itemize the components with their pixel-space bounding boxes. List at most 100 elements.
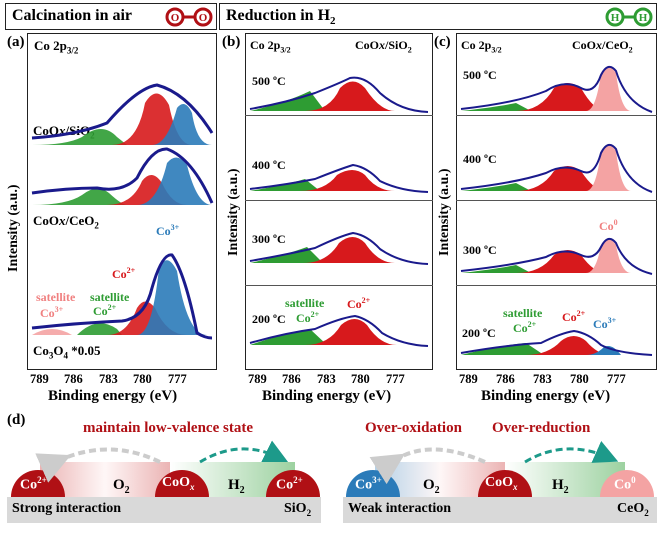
panel-b-temp-200: 200 ºC	[252, 312, 286, 326]
o-atom-2: O	[199, 12, 208, 24]
panel-c-temp-300: 300 ºC	[463, 243, 497, 257]
panel-b-ylabel: Intensity (a.u.)	[226, 168, 241, 256]
tick-b-789: 789	[248, 372, 267, 386]
left-gas-h2: H2	[228, 477, 245, 496]
panel-a-xlabel: Binding energy (eV)	[48, 388, 178, 404]
panel-a-co2-red: Co2+	[112, 266, 136, 281]
tick-a-777: 777	[168, 372, 187, 386]
tick-b-783: 783	[317, 372, 336, 386]
tick-a-783: 783	[99, 372, 118, 386]
tick-b-780: 780	[351, 372, 370, 386]
right-bar-text: Weak interaction	[348, 501, 452, 516]
header-h2: Reduction in H2 H H	[219, 3, 657, 30]
panel-c-temp-500: 500 ºC	[463, 68, 497, 82]
left-node-coox-text: CoOx	[162, 475, 195, 492]
spectrum-b300	[249, 231, 429, 265]
right-gas-h2: H2	[552, 477, 569, 496]
panel-a-satellite-green: satellite	[90, 290, 130, 304]
right-node-co3-text: Co3+	[355, 475, 382, 493]
right-title-reduction: Over-reduction	[492, 420, 591, 436]
right-gas-o2: O2	[423, 477, 440, 496]
panel-d-diagram	[7, 440, 657, 523]
panel-b-co2-red: Co2+	[347, 296, 371, 311]
tick-a-789: 789	[30, 372, 49, 386]
panel-c-divider-3	[456, 285, 657, 286]
panel-c-ylabel: Intensity (a.u.)	[437, 168, 452, 256]
left-bar-text: Strong interaction	[12, 501, 122, 516]
panel-b-satellite: satellite	[285, 296, 325, 310]
panel-b-sample: CoOx/SiO2	[355, 38, 412, 55]
tick-c-783: 783	[533, 372, 552, 386]
h-atom-2: H	[639, 12, 648, 24]
tick-b-777: 777	[386, 372, 405, 386]
panel-c-spectra	[460, 65, 653, 356]
panel-a-co3-pink: Co3+	[40, 305, 64, 320]
panel-b-temp-500: 500 ºC	[252, 74, 286, 88]
panel-a-co3-blue: Co3+	[156, 223, 180, 238]
panel-c-divider-1	[456, 115, 657, 116]
panel-c-xlabel: Binding energy (eV)	[481, 388, 611, 404]
panel-b-temp-400: 400 ºC	[252, 158, 286, 172]
spectrum-a1	[31, 83, 214, 145]
left-node-coox	[155, 470, 209, 497]
panel-b-divider-3	[245, 285, 433, 286]
panel-c-core: Co 2p3/2	[461, 38, 502, 55]
panel-b-spectra	[249, 76, 429, 347]
panel-c-sample: CoOx/CeO2	[572, 38, 633, 55]
header-h2-title: Reduction in H	[226, 7, 331, 24]
panel-c-temp-200: 200 ºC	[462, 326, 496, 340]
panel-b-core: Co 2p3/2	[250, 38, 291, 55]
spectrum-c400	[460, 143, 653, 193]
right-support-bar	[343, 497, 657, 523]
h-atom-1: H	[611, 12, 620, 24]
left-node-co2-a-text: Co2+	[20, 475, 47, 493]
right-support-text: CeO2	[617, 501, 649, 518]
panel-a-sample3: Co3O4 *0.05	[33, 343, 101, 361]
panel-b-divider-1	[245, 115, 433, 116]
left-gas-o2: O2	[113, 477, 130, 496]
panel-c-divider-2	[456, 200, 657, 201]
right-title-oxidation: Over-oxidation	[365, 420, 462, 436]
panel-b-divider-2	[245, 200, 433, 201]
panel-a-label: (a)	[7, 34, 25, 50]
panel-c-frame	[456, 33, 657, 370]
tick-c-789: 789	[459, 372, 478, 386]
right-arrow-oxidation	[369, 447, 486, 485]
panel-a-spectra	[31, 83, 214, 340]
panel-a-satellite-pink: satellite	[36, 290, 76, 304]
right-node-co0-text: Co0	[614, 475, 636, 493]
spectrum-c500	[460, 65, 653, 113]
panel-b-label: (b)	[222, 34, 241, 50]
left-arrow-reduction	[199, 440, 289, 464]
o2-molecule-icon: O O	[165, 7, 213, 27]
panel-b-xlabel: Binding energy (eV)	[262, 388, 392, 404]
header-air: Calcination in air O O	[5, 3, 217, 30]
left-node-co2-b-text: Co2+	[276, 475, 303, 493]
panel-a-ylabel: Intensity (a.u.)	[6, 184, 21, 272]
left-support-bar	[7, 497, 321, 523]
tick-c-786: 786	[496, 372, 515, 386]
panel-c-co0-pink: Co0	[599, 218, 618, 233]
left-node-co2-b	[266, 470, 320, 497]
left-support-text: SiO2	[284, 501, 312, 518]
panel-c-label: (c)	[434, 34, 451, 50]
panel-c-satellite: satellite	[503, 306, 543, 320]
right-node-coox-text: CoOx	[485, 475, 518, 492]
o-atom-1: O	[171, 12, 180, 24]
right-node-co0	[600, 470, 654, 497]
panel-d-label: (d)	[7, 412, 26, 428]
tick-a-780: 780	[133, 372, 152, 386]
spectrum-b200	[249, 314, 429, 347]
header-h2-sub: 2	[330, 15, 336, 28]
panel-c-temp-400: 400 ºC	[463, 152, 497, 166]
tick-a-786: 786	[64, 372, 83, 386]
panel-b-co2-green: Co2+	[296, 310, 320, 325]
tick-c-777: 777	[607, 372, 626, 386]
spectrum-a3	[31, 253, 213, 340]
panel-a-co2-green: Co2+	[93, 303, 117, 318]
spectrum-a2	[31, 147, 214, 205]
panel-a-core: Co 2p3/2	[34, 38, 79, 56]
panel-a-sample2: CoOx/CeO2	[33, 213, 99, 231]
tick-b-786: 786	[282, 372, 301, 386]
right-node-coox	[478, 470, 532, 497]
